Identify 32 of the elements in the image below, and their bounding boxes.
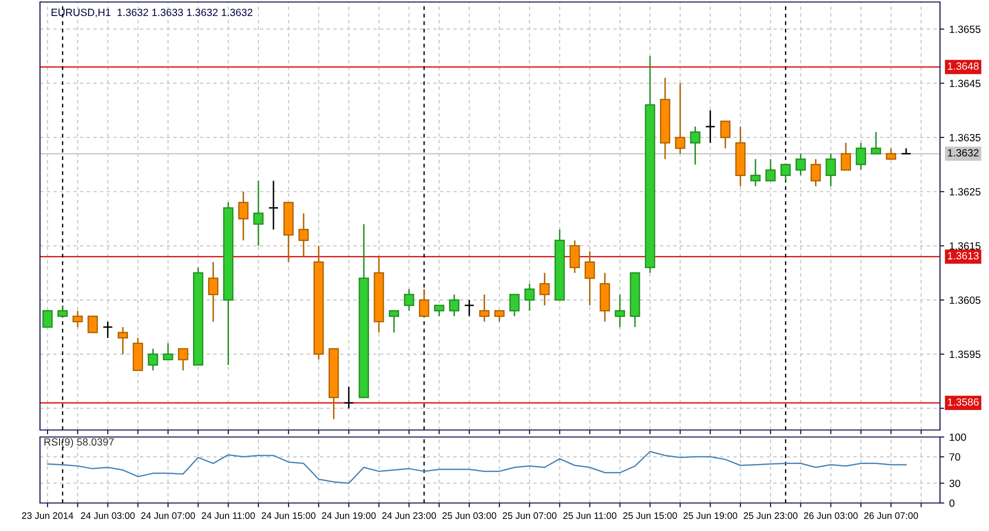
y-tick-label: 1.3615	[950, 242, 980, 250]
chart-title: RSI(9) 58.0397	[44, 438, 114, 448]
y-tick-label: 0	[949, 500, 954, 507]
x-tick-label: 24 Jun 23:00	[382, 512, 436, 519]
x-tick-label: 26 Jun 07:00	[864, 512, 918, 519]
x-tick-label: 25 Jun 15:00	[623, 512, 677, 519]
x-tick-label: 25 Jun 19:00	[683, 512, 738, 519]
y-tick-label: 70	[950, 453, 960, 461]
x-tick-label: 24 Jun 07:00	[141, 512, 195, 519]
y-tick-label: 1.3605	[950, 296, 980, 304]
x-tick-label: 23 Jun 2014	[22, 512, 74, 519]
ref-line-label: 1.3632	[948, 149, 979, 156]
x-tick-label: 25 Jun 23:00	[744, 512, 798, 519]
x-tick-label: 24 Jun 11:00	[202, 512, 255, 519]
y-tick-label: 1.3655	[950, 26, 980, 33]
x-tick-label: 25 Jun 03:00	[442, 512, 496, 519]
y-tick-label: 1.3595	[950, 350, 980, 358]
x-tick-label: 24 Jun 15:00	[262, 512, 316, 519]
y-tick-label: 1.3625	[950, 188, 980, 196]
ref-line-label: 1.3648	[948, 62, 979, 70]
x-tick-label: 25 Jun 11:00	[563, 512, 616, 519]
x-tick-label: 24 Jun 03:00	[80, 512, 135, 519]
y-tick-label: 30	[949, 480, 960, 488]
x-tick-label: 26 Jun 03:00	[804, 512, 858, 519]
ref-line-label: 1.3613	[948, 252, 979, 260]
y-tick-label: 1.3635	[950, 134, 980, 142]
text: EURUSD,H1 1.3632 1.3633 1.3632 1.3632	[52, 8, 252, 18]
ref-line-label: 1.3586	[948, 398, 979, 406]
x-tick-label: 24 Jun 19:00	[322, 512, 376, 519]
x-tick-label: 25 Jun 07:00	[502, 512, 556, 519]
y-tick-label: 1.3645	[950, 80, 980, 88]
y-tick-label: 100	[950, 434, 966, 441]
